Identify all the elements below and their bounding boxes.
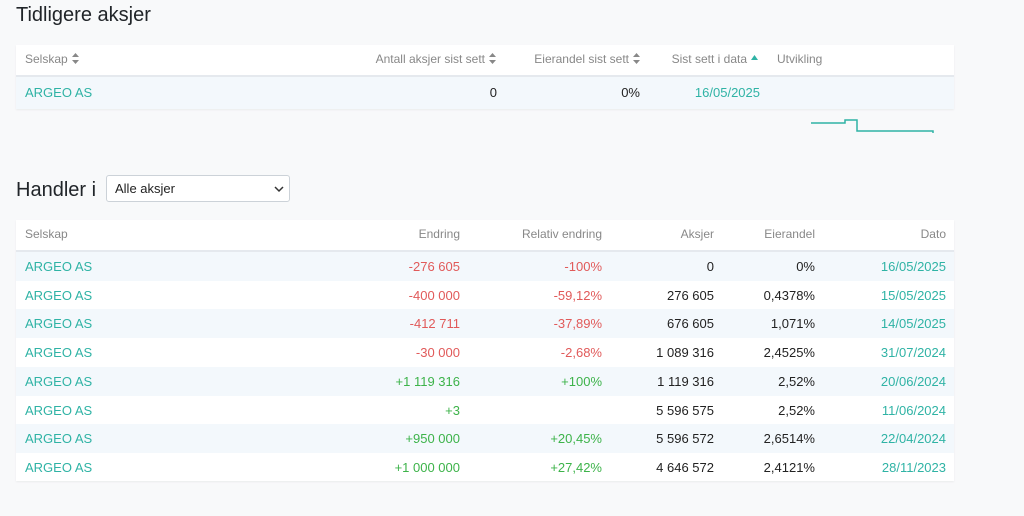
shares-value: 276 605 bbox=[667, 287, 714, 303]
header-ownership-last-seen[interactable]: Eierandel sist sett bbox=[534, 45, 640, 74]
sort-both-icon bbox=[633, 53, 640, 64]
ownership-value: 0% bbox=[621, 85, 640, 100]
ownership-value: 0,4378% bbox=[763, 287, 815, 303]
date-link[interactable]: 22/04/2024 bbox=[880, 431, 946, 447]
table-row: ARGEO AS +3 5 596 575 2,52% 11/06/2024 bbox=[16, 396, 954, 425]
header-change[interactable]: Endring bbox=[418, 227, 460, 241]
company-link[interactable]: ARGEO AS bbox=[25, 345, 93, 361]
company-link[interactable]: ARGEO AS bbox=[25, 402, 93, 418]
change-value: +1 000 000 bbox=[394, 459, 460, 475]
section-title-trades: Handler i bbox=[16, 179, 97, 201]
relative-change-value: +27,42% bbox=[550, 459, 602, 475]
header-company-label: Selskap bbox=[25, 52, 68, 66]
chevron-down-icon bbox=[274, 186, 284, 193]
shares-value: 1 119 316 bbox=[657, 373, 714, 389]
header-ownership-label: Eierandel sist sett bbox=[534, 52, 629, 66]
company-link[interactable]: ARGEO AS bbox=[25, 259, 93, 274]
shares-value: 676 605 bbox=[667, 316, 714, 332]
section-title-previous-shares: Tidligere aksjer bbox=[16, 4, 151, 26]
relative-change-value: +20,45% bbox=[550, 431, 602, 447]
relative-change-value: -37,89% bbox=[553, 316, 602, 332]
change-value: -30 000 bbox=[415, 345, 460, 361]
relative-change-value: -100% bbox=[564, 259, 602, 274]
date-link[interactable]: 31/07/2024 bbox=[880, 345, 946, 361]
shares-value: 5 596 572 bbox=[656, 431, 714, 447]
header-date[interactable]: Dato bbox=[920, 227, 946, 241]
company-link[interactable]: ARGEO AS bbox=[25, 431, 93, 447]
sort-both-icon bbox=[489, 53, 496, 64]
date-link[interactable]: 16/05/2025 bbox=[880, 259, 946, 274]
header-shares-label: Antall aksjer sist sett bbox=[375, 52, 485, 66]
date-link[interactable]: 15/05/2025 bbox=[880, 287, 946, 303]
sort-up-icon bbox=[751, 55, 758, 60]
relative-change-value: +100% bbox=[561, 373, 602, 389]
ownership-value: 2,52% bbox=[778, 402, 815, 418]
table-row: ARGEO AS +1 119 316 +100% 1 119 316 2,52% 20/… bbox=[16, 366, 954, 396]
header-shares-last-seen[interactable]: Antall aksjer sist sett bbox=[376, 45, 496, 74]
table-row: ARGEO AS -412 711 -37,89% 676 605 1,071% 14/0… bbox=[16, 309, 954, 339]
ownership-value: 2,4525% bbox=[763, 345, 815, 361]
header-company[interactable]: Selskap bbox=[25, 45, 79, 74]
change-value: -412 711 bbox=[409, 316, 460, 332]
header-shares[interactable]: Aksjer bbox=[680, 227, 714, 241]
table-row: ARGEO AS +950 000 +20,45% 5 596 572 2,6514% 2… bbox=[16, 424, 954, 454]
shares-value: 5 596 575 bbox=[656, 402, 714, 418]
date-link[interactable]: 16/05/2025 bbox=[694, 85, 760, 100]
company-link[interactable]: ARGEO AS bbox=[25, 85, 93, 100]
change-value: +1 119 316 bbox=[395, 373, 460, 389]
change-value: +3 bbox=[445, 402, 460, 418]
header-company[interactable]: Selskap bbox=[25, 227, 68, 241]
table-row: ARGEO AS -276 605 -100% 0 0% 16/05/2025 bbox=[16, 252, 954, 281]
relative-change-value: -59,12% bbox=[553, 287, 602, 303]
table-row: ARGEO AS -400 000 -59,12% 276 605 0,4378% 15/… bbox=[16, 281, 954, 310]
date-link[interactable]: 11/06/2024 bbox=[881, 402, 946, 418]
relative-change-value: -2,68% bbox=[560, 345, 602, 361]
ownership-value: 0% bbox=[796, 259, 815, 274]
shares-value: 0 bbox=[489, 85, 497, 100]
share-filter-value: Alle aksjer bbox=[115, 181, 175, 196]
table-row: ARGEO AS +1 000 000 +27,42% 4 646 572 2,4121… bbox=[16, 453, 954, 482]
table-row: ARGEO AS 0 0% 16/05/2025 bbox=[16, 77, 954, 133]
change-value: +950 000 bbox=[405, 431, 460, 447]
header-ownership[interactable]: Eierandel bbox=[764, 227, 815, 241]
shares-value: 4 646 572 bbox=[656, 459, 714, 475]
ownership-value: 2,4121% bbox=[763, 459, 815, 475]
previous-shares-table: Selskap Antall aksjer sist sett Eierande… bbox=[16, 45, 954, 133]
company-link[interactable]: ARGEO AS bbox=[25, 287, 93, 303]
header-trend: Utvikling bbox=[777, 52, 823, 66]
header-relative-change[interactable]: Relativ endring bbox=[521, 227, 602, 241]
ownership-value: 2,6514% bbox=[763, 431, 815, 447]
date-link[interactable]: 20/06/2024 bbox=[880, 373, 946, 389]
trend-sparkline bbox=[811, 119, 934, 133]
change-value: -400 000 bbox=[408, 287, 460, 303]
shares-value: 0 bbox=[706, 259, 714, 274]
company-link[interactable]: ARGEO AS bbox=[25, 459, 93, 475]
ownership-value: 2,52% bbox=[778, 373, 815, 389]
change-value: -276 605 bbox=[408, 259, 460, 274]
table-row: ARGEO AS -30 000 -2,68% 1 089 316 2,4525% 31/… bbox=[16, 338, 954, 367]
date-link[interactable]: 28/11/2023 bbox=[881, 459, 946, 475]
date-link[interactable]: 14/05/2025 bbox=[880, 316, 946, 332]
company-link[interactable]: ARGEO AS bbox=[25, 373, 93, 389]
sort-both-icon bbox=[71, 53, 79, 64]
shares-value: 1 089 316 bbox=[656, 345, 714, 361]
ownership-value: 1,071% bbox=[770, 316, 815, 332]
trades-table: Selskap Endring Relativ endring Aksjer E… bbox=[16, 220, 954, 481]
company-link[interactable]: ARGEO AS bbox=[25, 316, 93, 332]
header-date-label: Sist sett i data bbox=[671, 52, 747, 66]
table-header: Selskap Antall aksjer sist sett Eierande… bbox=[16, 45, 954, 77]
table-header: Selskap Endring Relativ endring Aksjer E… bbox=[16, 220, 954, 252]
header-last-seen-date[interactable]: Sist sett i data bbox=[672, 45, 758, 74]
share-filter-select[interactable]: Alle aksjer bbox=[106, 175, 290, 202]
